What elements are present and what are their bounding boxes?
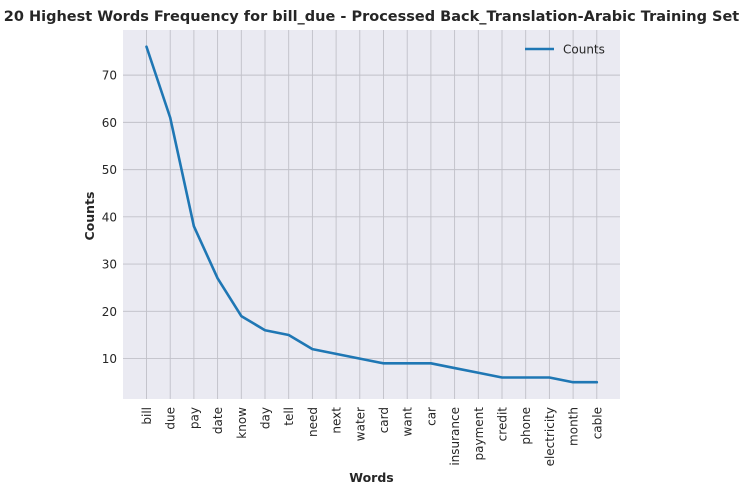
x-tick-label: cable — [590, 407, 604, 439]
x-axis-label: Words — [349, 470, 393, 485]
legend: Counts — [525, 43, 605, 57]
x-tick-label: month — [567, 407, 581, 446]
y-gridlines — [123, 74, 620, 360]
x-tick-label: due — [164, 407, 178, 430]
x-tick-labels: bill due pay date know day tell need next water ca… — [140, 407, 604, 467]
series-layer — [145, 45, 599, 384]
x-tick-label: tell — [282, 407, 296, 426]
x-tick-label: water — [353, 407, 367, 441]
x-tick-label: bill — [140, 407, 154, 425]
plot-background — [123, 30, 620, 399]
x-tick-label: car — [424, 407, 438, 426]
y-tick-label: 20 — [102, 305, 117, 319]
y-tick-labels: 10 20 30 40 50 60 70 — [102, 69, 117, 366]
legend-label-counts: Counts — [563, 43, 605, 57]
y-tick-label: 30 — [102, 258, 117, 272]
y-tick-label: 60 — [102, 116, 117, 130]
series-line-counts — [145, 45, 599, 384]
y-tick-label: 10 — [102, 352, 117, 366]
x-tick-label: insurance — [448, 407, 462, 466]
x-tick-label: next — [330, 407, 344, 434]
x-tick-label: electricity — [543, 407, 557, 466]
x-tick-label: pay — [187, 407, 201, 429]
y-axis-label: Counts — [82, 192, 97, 241]
y-tick-label: 40 — [102, 210, 117, 224]
x-tick-label: card — [377, 407, 391, 433]
x-tick-label: need — [306, 407, 320, 437]
chart-title: 20 Highest Words Frequency for bill_due … — [4, 9, 740, 25]
x-tick-label: know — [235, 407, 249, 439]
y-tick-label: 70 — [102, 69, 117, 83]
x-gridlines — [146, 30, 598, 399]
x-tick-label: want — [401, 407, 415, 437]
x-tick-label: date — [211, 407, 225, 434]
y-tick-label: 50 — [102, 163, 117, 177]
x-tick-label: payment — [472, 407, 486, 461]
x-tick-label: credit — [496, 407, 510, 442]
x-tick-label: day — [259, 407, 273, 429]
x-tick-label: phone — [519, 407, 533, 445]
